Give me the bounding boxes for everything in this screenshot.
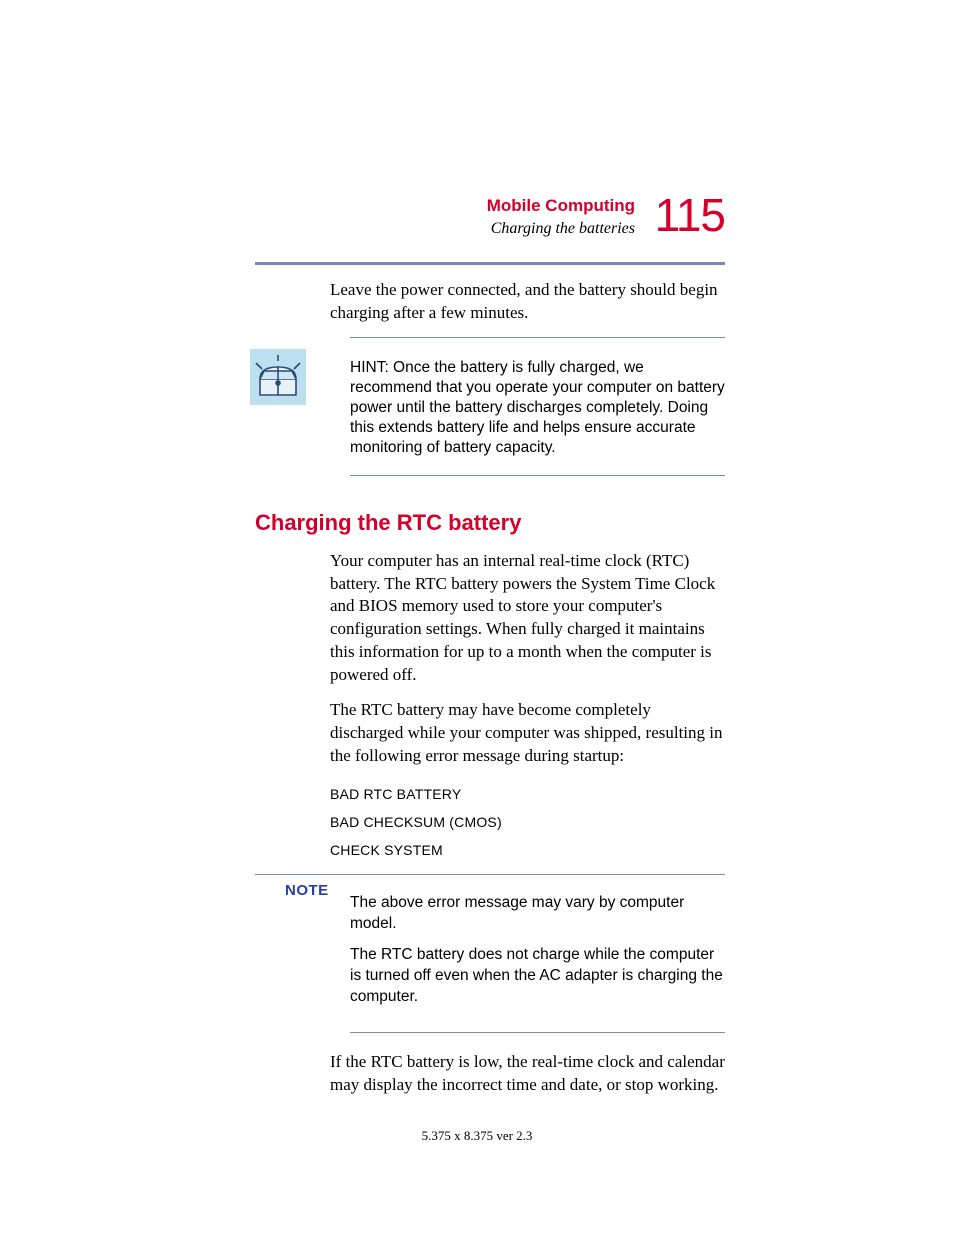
page-number: 115: [655, 188, 725, 242]
error-message-block: BAD RTC BATTERY BAD CHECKSUM (CMOS) CHEC…: [330, 780, 725, 864]
error-line: CHECK SYSTEM: [330, 836, 725, 864]
hint-text: HINT: Once the battery is fully charged,…: [350, 348, 725, 465]
note-paragraph: The RTC battery does not charge while th…: [350, 945, 725, 1008]
error-line: BAD CHECKSUM (CMOS): [330, 808, 725, 836]
footer-text: 5.375 x 8.375 ver 2.3: [0, 1128, 954, 1144]
note-callout: NOTE The above error message may vary by…: [255, 874, 725, 1033]
section-heading: Charging the RTC battery: [255, 510, 725, 536]
intro-paragraph: Leave the power connected, and the batte…: [330, 279, 725, 325]
note-text: The above error message may vary by comp…: [350, 885, 725, 1022]
breadcrumb: Charging the batteries: [491, 220, 635, 238]
note-paragraph: The above error message may vary by comp…: [350, 893, 725, 935]
error-line: BAD RTC BATTERY: [330, 780, 725, 808]
note-rule-top: [255, 874, 725, 875]
page-content: Mobile Computing Charging the batteries …: [255, 190, 725, 1109]
section-paragraph-2: The RTC battery may have become complete…: [330, 699, 725, 768]
chapter-title: Mobile Computing: [487, 196, 635, 216]
hint-rule-top: [350, 337, 725, 338]
running-header: Mobile Computing Charging the batteries …: [255, 190, 725, 250]
hint-rule-bottom: [350, 475, 725, 476]
note-label: NOTE: [285, 882, 329, 899]
treasure-chest-icon: [250, 349, 306, 405]
section-paragraph-1: Your computer has an internal real-time …: [330, 550, 725, 688]
closing-paragraph: If the RTC battery is low, the real-time…: [330, 1051, 725, 1097]
hint-callout: HINT: Once the battery is fully charged,…: [255, 337, 725, 476]
note-rule-bottom: [350, 1032, 725, 1033]
rule-top: [255, 262, 725, 265]
